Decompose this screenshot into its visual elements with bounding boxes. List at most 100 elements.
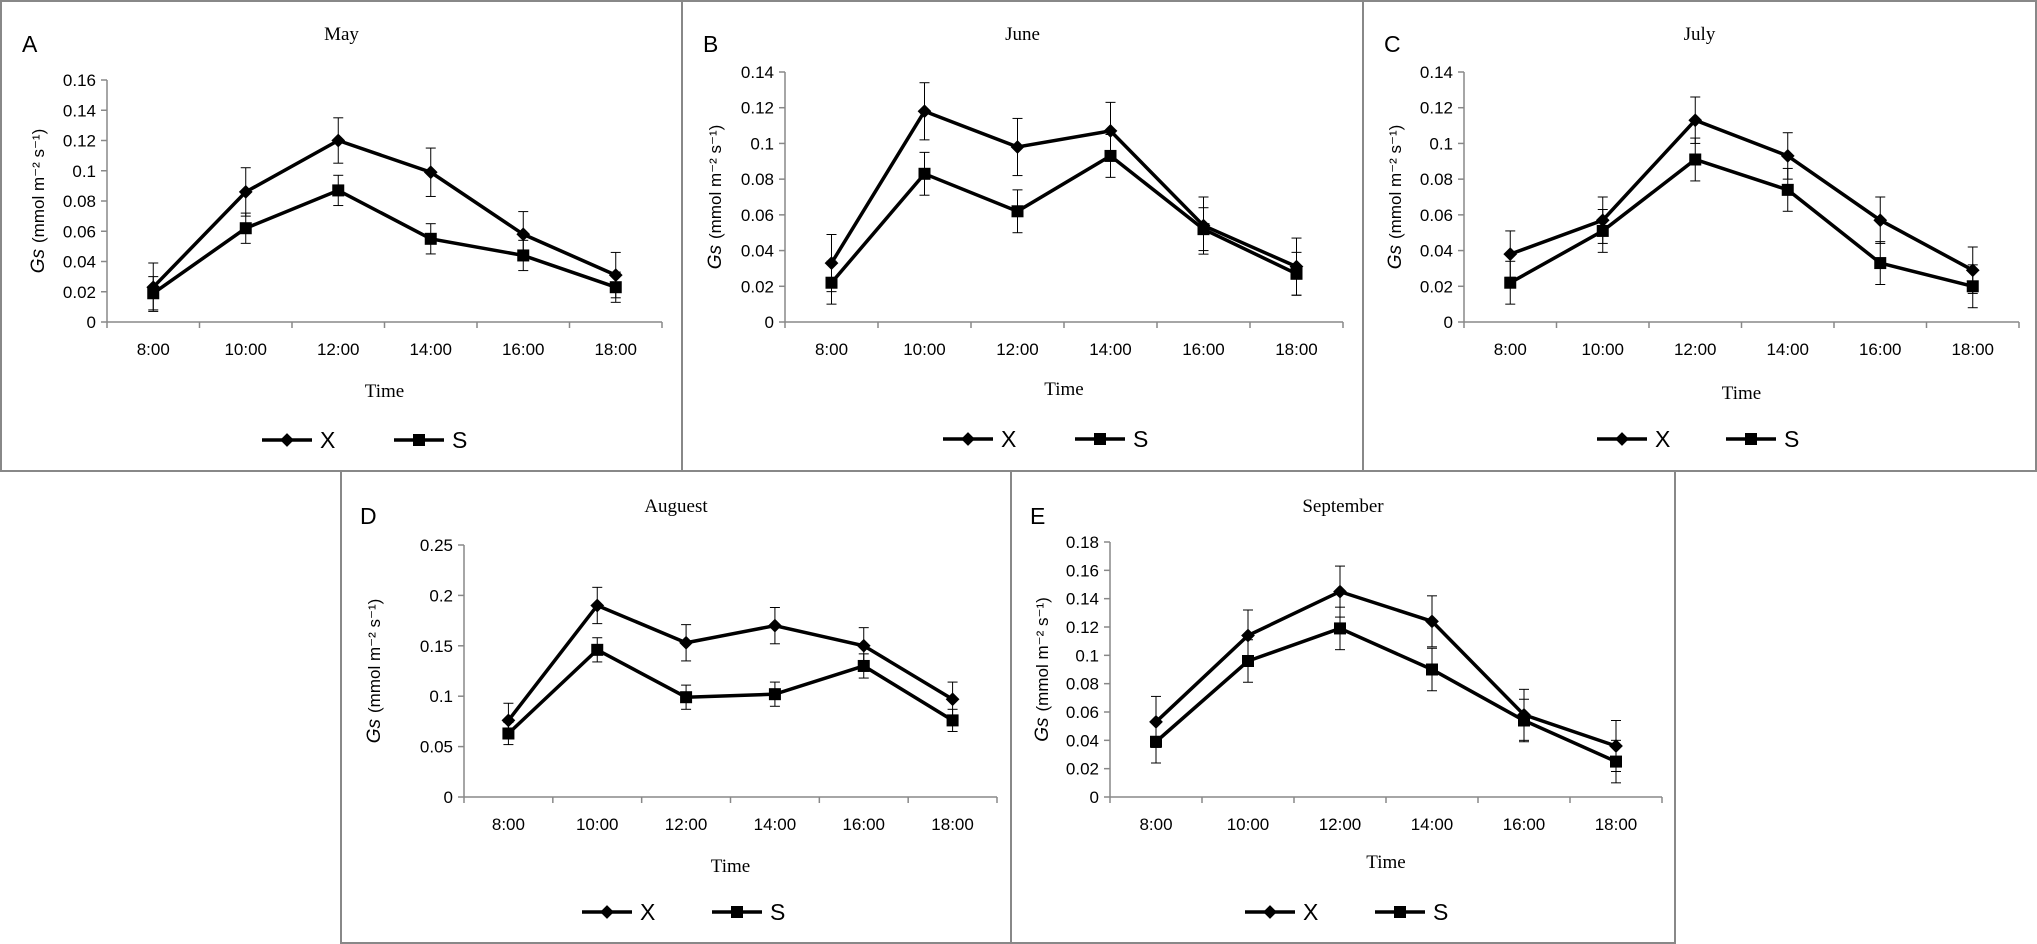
legend-label: S xyxy=(1133,426,1148,452)
data-point xyxy=(825,276,838,289)
chart-panel-a: A May 0 0.02 0.04 0.06 0.08 0.1 0.12 0.14 0.16 8:00… xyxy=(0,0,683,472)
y-tick-label: 0.1 xyxy=(72,162,96,181)
x-tick-label: 12:00 xyxy=(665,815,708,834)
x-tick-label: 16:00 xyxy=(1859,340,1902,359)
chart-svg: B June 0 0.02 0.04 0.06 0.08 0.1 0.12 0.14 8:00 10:… xyxy=(703,24,1344,452)
legend-marker xyxy=(600,905,614,919)
data-point xyxy=(918,167,931,180)
x-tick-label: 14:00 xyxy=(1411,815,1454,834)
y-tick-label: 0 xyxy=(444,788,453,807)
y-tick-label: 0.04 xyxy=(1420,242,1453,261)
legend-item-S: S xyxy=(1375,899,1448,925)
legend-label: X xyxy=(1001,426,1016,452)
chart-svg: A May 0 0.02 0.04 0.06 0.08 0.1 0.12 0.14 0.16 8:00… xyxy=(22,24,663,453)
x-tick-label: 10:00 xyxy=(1227,815,1270,834)
x-tick-label: 14:00 xyxy=(754,815,797,834)
x-tick-label: 18:00 xyxy=(1951,340,1994,359)
series-S xyxy=(825,134,1303,305)
y-tick-label: 0.18 xyxy=(1066,533,1099,552)
series-line xyxy=(151,138,617,289)
data-point xyxy=(1197,223,1210,236)
data-point xyxy=(1425,614,1439,629)
x-tick-label: 8:00 xyxy=(815,340,848,359)
y-tick-label: 0.02 xyxy=(1066,760,1099,779)
y-axis-label-main: Gs xyxy=(1385,244,1406,269)
data-point xyxy=(238,185,253,199)
y-axis-label: Gs (mmol m⁻² s⁻¹) xyxy=(705,125,726,270)
chart-title: September xyxy=(1302,496,1384,517)
series-X xyxy=(501,586,960,739)
chart-panel-b: B June 0 0.02 0.04 0.06 0.08 0.1 0.12 0.14 8:00 10:… xyxy=(681,0,1364,472)
series-line xyxy=(1154,626,1617,764)
y-tick-label: 0 xyxy=(87,313,96,332)
y-tick-label: 0.12 xyxy=(741,99,774,118)
legend-marker xyxy=(1094,433,1106,445)
data-point xyxy=(591,643,604,656)
data-point xyxy=(332,184,345,197)
y-tick-label: 0.06 xyxy=(63,222,96,241)
y-axis-label-main: Gs xyxy=(705,244,726,269)
series-line xyxy=(830,109,1298,269)
legend-label: S xyxy=(770,899,785,925)
data-point xyxy=(424,232,437,245)
legend-item-S: S xyxy=(394,427,467,453)
series-line xyxy=(1154,589,1617,748)
y-tick-label: 0 xyxy=(1444,313,1453,332)
data-point xyxy=(1426,663,1438,676)
y-axis-label: Gs (mmol m⁻² s⁻¹) xyxy=(364,599,385,744)
y-tick-label: 0.06 xyxy=(1066,703,1099,722)
x-tick-label: 18:00 xyxy=(1595,815,1638,834)
x-tick-label: 18:00 xyxy=(594,340,637,359)
y-axis-label: Gs (mmol m⁻² s⁻¹) xyxy=(1385,125,1406,270)
y-axis-label-unit: (mmol m⁻² s⁻¹) xyxy=(1033,597,1052,711)
data-point xyxy=(1689,153,1702,166)
data-point xyxy=(768,688,781,701)
data-point xyxy=(1688,113,1703,128)
y-tick-label: 0.08 xyxy=(1420,170,1453,189)
data-point xyxy=(1010,140,1025,154)
chart-panel-c: C July 0 0.02 0.04 0.06 0.08 0.1 0.12 0.14 8:00 10:… xyxy=(1362,0,2037,472)
data-point xyxy=(331,133,346,148)
y-tick-label: 0.04 xyxy=(63,253,96,272)
y-axis-label-unit: (mmol m⁻² s⁻¹) xyxy=(706,125,725,239)
y-axis-label-main: Gs xyxy=(28,248,49,273)
y-tick-label: 0.16 xyxy=(63,71,96,90)
y-axis-label: Gs (mmol m⁻² s⁻¹) xyxy=(1032,597,1053,742)
x-axis-label: Time xyxy=(365,381,404,402)
y-tick-label: 0.08 xyxy=(63,192,96,211)
data-point xyxy=(917,104,932,119)
chart-title: June xyxy=(1005,24,1040,45)
series-line xyxy=(830,153,1298,284)
panel-letter: D xyxy=(360,503,377,529)
legend-marker xyxy=(961,432,975,446)
series-S xyxy=(1504,137,1979,309)
series-X xyxy=(146,117,623,312)
y-tick-label: 0.02 xyxy=(1420,277,1453,296)
y-tick-label: 0.14 xyxy=(63,101,96,120)
x-tick-label: 16:00 xyxy=(1182,340,1225,359)
legend-marker xyxy=(280,433,294,447)
series-X xyxy=(824,82,1304,296)
y-tick-label: 0.12 xyxy=(63,132,96,151)
chart-svg: E September 0 0.02 0.04 0.06 0.08 0.1 0.12 0.14 0.… xyxy=(1030,496,1663,925)
y-tick-label: 0.14 xyxy=(741,63,774,82)
data-point xyxy=(1011,205,1024,218)
legend-item-X: X xyxy=(262,427,335,453)
y-tick-label: 0.08 xyxy=(741,170,774,189)
data-point xyxy=(946,714,959,727)
x-tick-label: 10:00 xyxy=(576,815,619,834)
legend-label: S xyxy=(1784,426,1799,452)
data-point xyxy=(1780,149,1795,163)
data-point xyxy=(1596,224,1609,237)
y-axis-label-main: Gs xyxy=(364,718,385,743)
y-axis-label-main: Gs xyxy=(1032,717,1053,742)
legend-label: X xyxy=(1303,899,1318,925)
data-point xyxy=(1610,755,1622,768)
y-tick-label: 0.06 xyxy=(741,206,774,225)
x-axis-label: Time xyxy=(1722,383,1761,404)
legend-item-S: S xyxy=(712,899,785,925)
data-point xyxy=(945,692,960,707)
legend-label: S xyxy=(1433,899,1448,925)
panel-letter: E xyxy=(1030,503,1045,529)
series-line xyxy=(152,188,617,295)
